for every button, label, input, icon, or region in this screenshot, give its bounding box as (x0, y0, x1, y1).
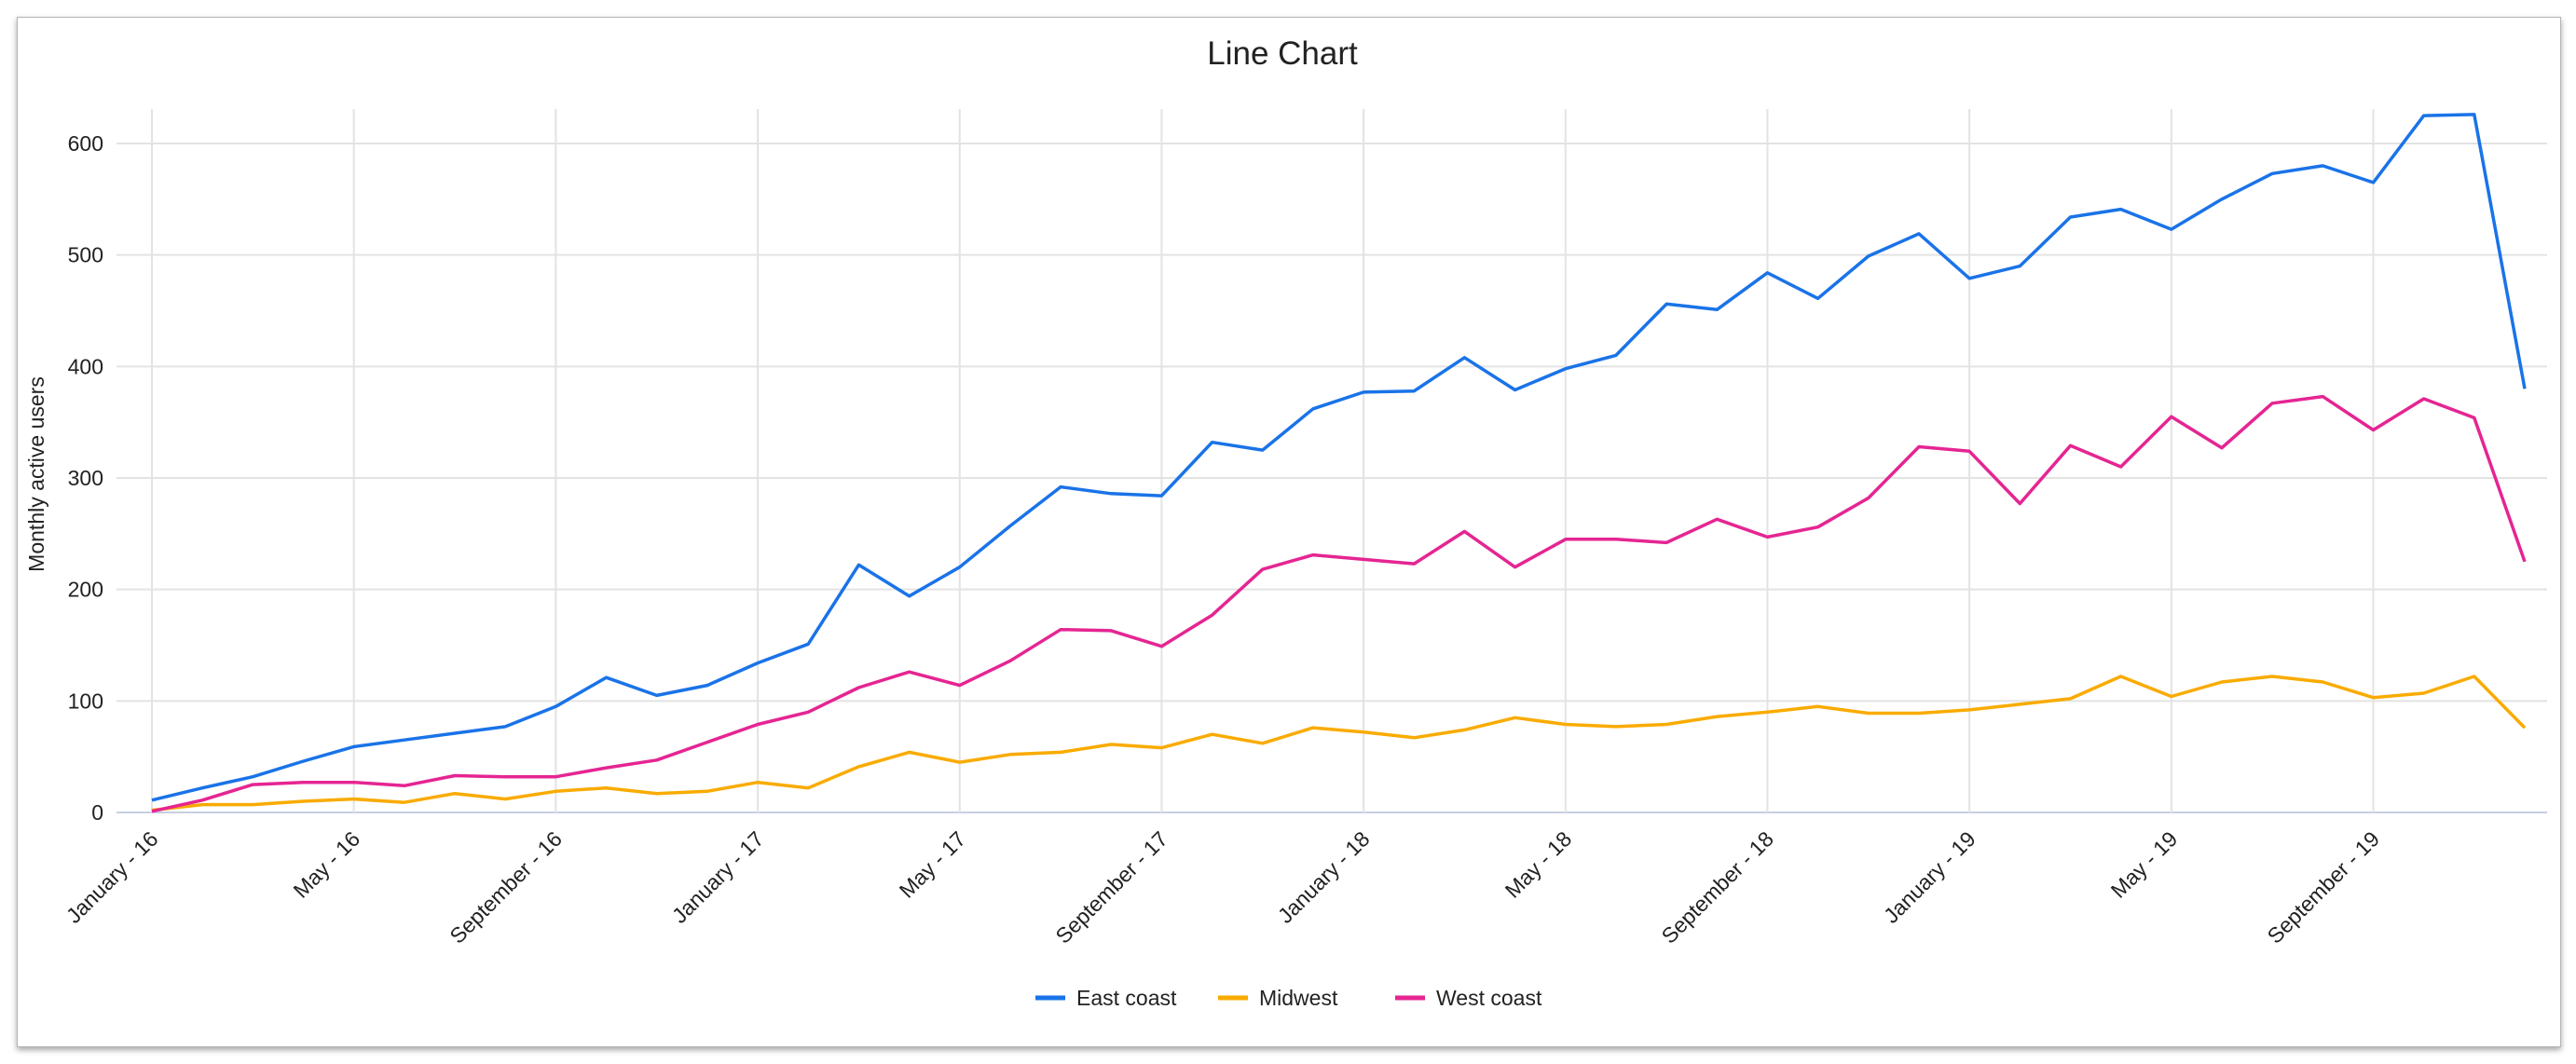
y-tick-label: 300 (68, 466, 103, 490)
y-axis-label: Monthly active users (24, 376, 48, 572)
legend-item[interactable]: West coast (1395, 986, 1542, 1010)
y-tick-label: 0 (91, 800, 103, 825)
x-tick-label: January - 17 (667, 826, 769, 928)
chart-title: Line Chart (1207, 35, 1358, 72)
x-tick-label: May - 18 (1500, 826, 1577, 903)
y-tick-label: 400 (68, 354, 103, 378)
y-tick-label: 600 (68, 131, 103, 156)
x-tick-label: May - 19 (2106, 826, 2183, 903)
y-axis-ticks: 0 100 200 300 400 500 600 (68, 131, 103, 825)
y-tick-label: 100 (68, 689, 103, 713)
x-tick-label: January - 18 (1273, 826, 1375, 928)
x-axis-ticks: January - 16 May - 16 September - 16 Januar… (62, 826, 2384, 948)
chart-card: Line Chart 0 100 200 300 400 500 600 January -… (17, 17, 2561, 1047)
y-tick-label: 200 (68, 578, 103, 602)
x-tick-label: September - 18 (1656, 826, 1777, 948)
y-tick-label: 500 (68, 243, 103, 267)
series-line-east-coast (151, 113, 2527, 802)
x-tick-label: January - 16 (62, 826, 163, 928)
x-tick-label: September - 17 (1050, 826, 1172, 948)
legend: East coast Midwest West coast (1035, 986, 1542, 1010)
legend-item[interactable]: East coast (1035, 986, 1177, 1010)
legend-item[interactable]: Midwest (1218, 986, 1338, 1010)
x-tick-label: May - 17 (895, 826, 971, 903)
series-lines (151, 113, 2527, 813)
series-line-west-coast (151, 394, 2527, 813)
legend-label: East coast (1076, 986, 1177, 1010)
legend-label: Midwest (1259, 986, 1338, 1010)
x-tick-label: September - 16 (445, 826, 566, 948)
legend-label: West coast (1436, 986, 1542, 1010)
x-tick-label: September - 19 (2263, 826, 2384, 948)
line-chart: Line Chart 0 100 200 300 400 500 600 January -… (24, 35, 2547, 1010)
gridlines (116, 109, 2547, 813)
x-tick-label: May - 16 (289, 826, 365, 903)
x-tick-label: January - 19 (1879, 826, 1980, 928)
series-line-midwest (151, 675, 2527, 812)
